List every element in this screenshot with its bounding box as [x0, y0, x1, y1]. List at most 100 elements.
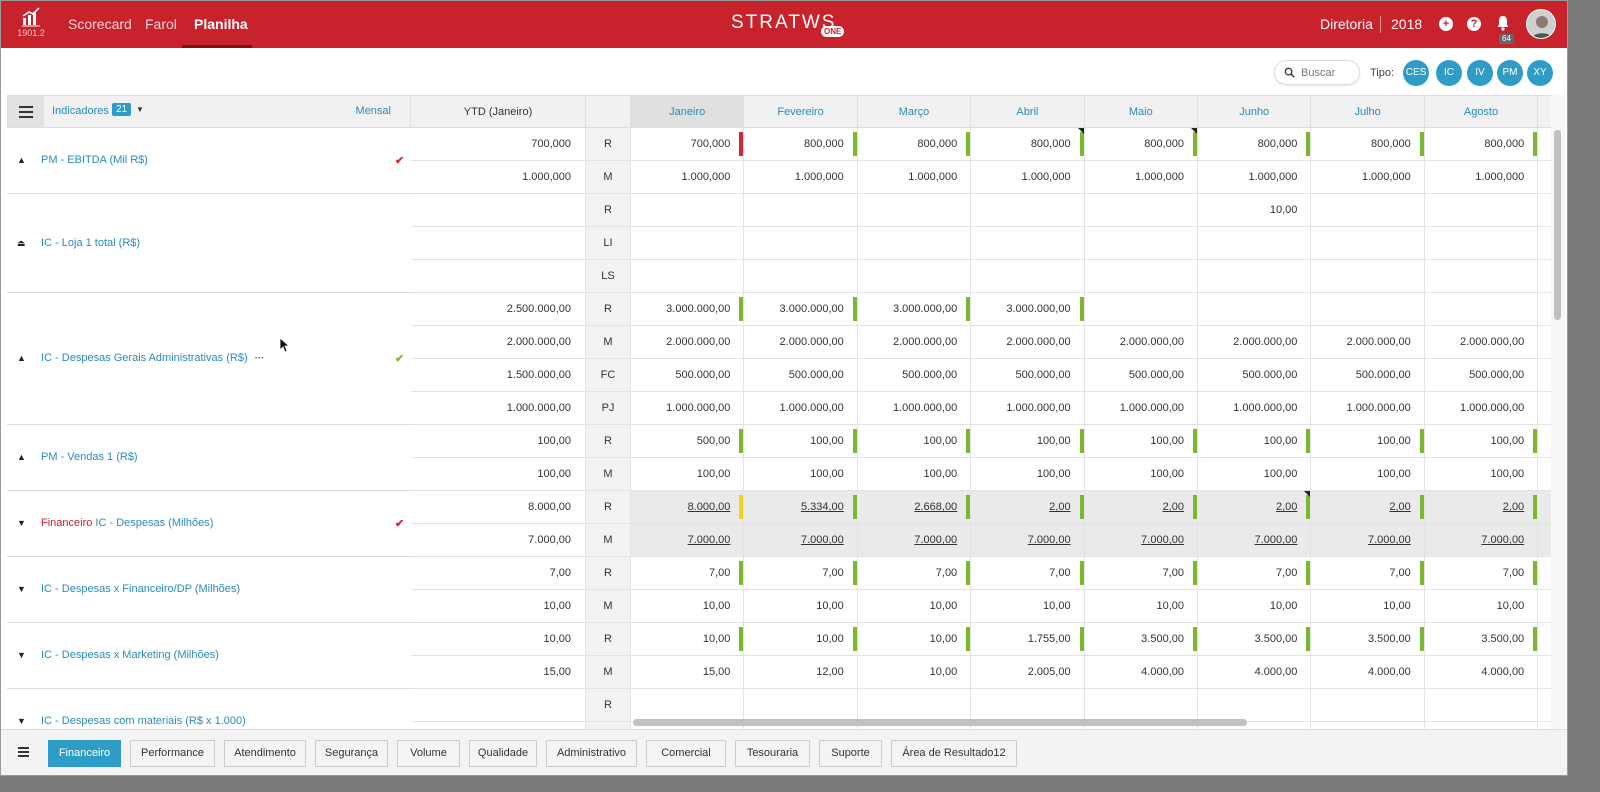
value-cell[interactable]: [858, 689, 972, 721]
value-cell[interactable]: 700,000: [631, 128, 745, 160]
value-cell[interactable]: [1311, 689, 1425, 721]
value-cell[interactable]: 1.000.000,00: [971, 392, 1085, 424]
value-cell[interactable]: 7,00: [1085, 557, 1198, 589]
area-tab-3[interactable]: Segurança: [315, 740, 388, 767]
value-cell[interactable]: 7.000,00: [858, 524, 972, 556]
value-cell[interactable]: 800,000: [1198, 128, 1312, 160]
month-header-2[interactable]: Março: [858, 96, 972, 128]
horizontal-scroll-thumb[interactable]: [633, 719, 1247, 726]
value-cell[interactable]: 2,00: [1085, 491, 1198, 523]
arrow-up-icon[interactable]: ▲: [17, 452, 26, 462]
value-cell[interactable]: 500.000,00: [858, 359, 972, 391]
value-cell[interactable]: 2,00: [971, 491, 1085, 523]
value-cell[interactable]: 100,00: [631, 458, 745, 490]
indicator-row[interactable]: ▼ IC - Despesas x Marketing (Milhões): [7, 623, 411, 689]
value-cell[interactable]: [1425, 227, 1539, 259]
value-cell[interactable]: [744, 260, 858, 292]
value-cell[interactable]: [1085, 194, 1198, 226]
value-cell[interactable]: 7.000,00: [1425, 524, 1539, 556]
area-tab-8[interactable]: Tesouraria: [735, 740, 810, 767]
indicator-name[interactable]: PM - Vendas 1 (R$): [41, 451, 138, 463]
value-cell[interactable]: [1425, 722, 1539, 729]
value-cell[interactable]: 2,00: [1425, 491, 1539, 523]
hamburger-icon[interactable]: [18, 747, 29, 757]
value-cell[interactable]: 4.000,00: [1425, 656, 1539, 688]
month-header-3[interactable]: Abril: [971, 96, 1085, 128]
indicator-name[interactable]: IC - Despesas x Marketing (Milhões): [41, 649, 219, 661]
value-cell[interactable]: 15,00: [631, 656, 745, 688]
value-cell[interactable]: 3.000.000,00: [744, 293, 858, 325]
value-cell[interactable]: 7,00: [631, 557, 745, 589]
value-cell[interactable]: 500.000,00: [1198, 359, 1312, 391]
value-cell[interactable]: 100,00: [1425, 425, 1539, 457]
value-cell[interactable]: 500,00: [631, 425, 745, 457]
value-cell[interactable]: 100,00: [1085, 458, 1198, 490]
value-cell[interactable]: 800,000: [1085, 128, 1198, 160]
value-cell[interactable]: 1.000.000,00: [1311, 392, 1425, 424]
value-cell[interactable]: 1.000.000,00: [858, 392, 972, 424]
indicator-row[interactable]: ▲ PM - EBITDA (Mil R$) ✔: [7, 128, 411, 194]
value-cell[interactable]: 1.000.000,00: [1085, 392, 1198, 424]
value-cell[interactable]: 7.000,00: [1198, 524, 1312, 556]
value-cell[interactable]: 1.000.000,00: [631, 392, 745, 424]
value-cell[interactable]: 7.000,00: [1311, 524, 1425, 556]
indicator-label[interactable]: IC - Loja 1 total (R$): [41, 237, 141, 249]
value-cell[interactable]: 100,00: [1311, 425, 1425, 457]
value-cell[interactable]: [971, 227, 1085, 259]
area-tab-7[interactable]: Comercial: [646, 740, 726, 767]
value-cell[interactable]: 8.000,00: [631, 491, 745, 523]
value-cell[interactable]: [1198, 227, 1312, 259]
value-cell[interactable]: 1.000.000,00: [1425, 392, 1539, 424]
comment-marker-icon[interactable]: [1077, 128, 1084, 134]
indicator-row[interactable]: ▲ PM - Vendas 1 (R$): [7, 425, 411, 491]
indicator-label[interactable]: IC - Despesas x Marketing (Milhões): [41, 649, 219, 661]
value-cell[interactable]: 3.500,00: [1198, 623, 1312, 655]
nav-tab-farol[interactable]: Farol: [145, 16, 177, 32]
value-cell[interactable]: 1.000,000: [1198, 161, 1312, 193]
horizontal-scrollbar[interactable]: [631, 717, 1551, 727]
value-cell[interactable]: 10,00: [1085, 590, 1198, 622]
indicator-row[interactable]: ▼ Financeiro IC - Despesas (Milhões) ✔: [7, 491, 411, 557]
value-cell[interactable]: [971, 260, 1085, 292]
value-cell[interactable]: 4.000,00: [1311, 656, 1425, 688]
value-cell[interactable]: 2.005,00: [971, 656, 1085, 688]
value-cell[interactable]: 2.000.000,00: [1085, 326, 1198, 358]
value-cell[interactable]: 2,00: [1198, 491, 1312, 523]
search-input[interactable]: [1301, 65, 1356, 81]
value-cell[interactable]: 1.755,00: [971, 623, 1085, 655]
tipo-filter-xy[interactable]: XY: [1527, 60, 1553, 86]
value-cell[interactable]: 3.000.000,00: [858, 293, 972, 325]
context-selector[interactable]: Diretoria: [1320, 16, 1373, 32]
vertical-scrollbar[interactable]: [1551, 95, 1565, 729]
value-cell[interactable]: 2.668,00: [858, 491, 972, 523]
value-cell[interactable]: 800,000: [1425, 128, 1539, 160]
value-cell[interactable]: [744, 194, 858, 226]
arrow-down-icon[interactable]: ▼: [17, 716, 26, 726]
tipo-filter-ic[interactable]: IC: [1436, 60, 1462, 86]
value-cell[interactable]: 1.000.000,00: [1198, 392, 1312, 424]
value-cell[interactable]: 3.000.000,00: [971, 293, 1085, 325]
help-icon[interactable]: ?: [1467, 17, 1481, 31]
value-cell[interactable]: [1198, 260, 1312, 292]
value-cell[interactable]: 7,00: [1311, 557, 1425, 589]
indicator-row[interactable]: ▲ IC - Despesas Gerais Administrativas (R…: [7, 293, 411, 425]
indicator-name[interactable]: IC - Loja 1 total (R$): [41, 237, 140, 249]
month-header-7[interactable]: Agosto: [1425, 96, 1539, 128]
value-cell[interactable]: 7,00: [1425, 557, 1539, 589]
value-cell[interactable]: 500.000,00: [1085, 359, 1198, 391]
value-cell[interactable]: [1085, 227, 1198, 259]
value-cell[interactable]: [1085, 689, 1198, 721]
app-logo[interactable]: 1901.2: [13, 7, 49, 43]
value-cell[interactable]: 1.000.000,00: [744, 392, 858, 424]
indicator-label[interactable]: IC - Despesas x Financeiro/DP (Milhões): [41, 583, 241, 595]
value-cell[interactable]: [1425, 689, 1539, 721]
value-cell[interactable]: 500.000,00: [1311, 359, 1425, 391]
value-cell[interactable]: 7,00: [1198, 557, 1312, 589]
indicator-label[interactable]: PM - Vendas 1 (R$): [41, 451, 138, 463]
area-tab-5[interactable]: Qualidade: [469, 740, 537, 767]
value-cell[interactable]: 4.000,00: [1198, 656, 1312, 688]
tipo-filter-iv[interactable]: IV: [1467, 60, 1493, 86]
value-cell[interactable]: [1425, 293, 1539, 325]
value-cell[interactable]: 3.500,00: [1425, 623, 1539, 655]
nav-tab-scorecard[interactable]: Scorecard: [68, 16, 132, 32]
